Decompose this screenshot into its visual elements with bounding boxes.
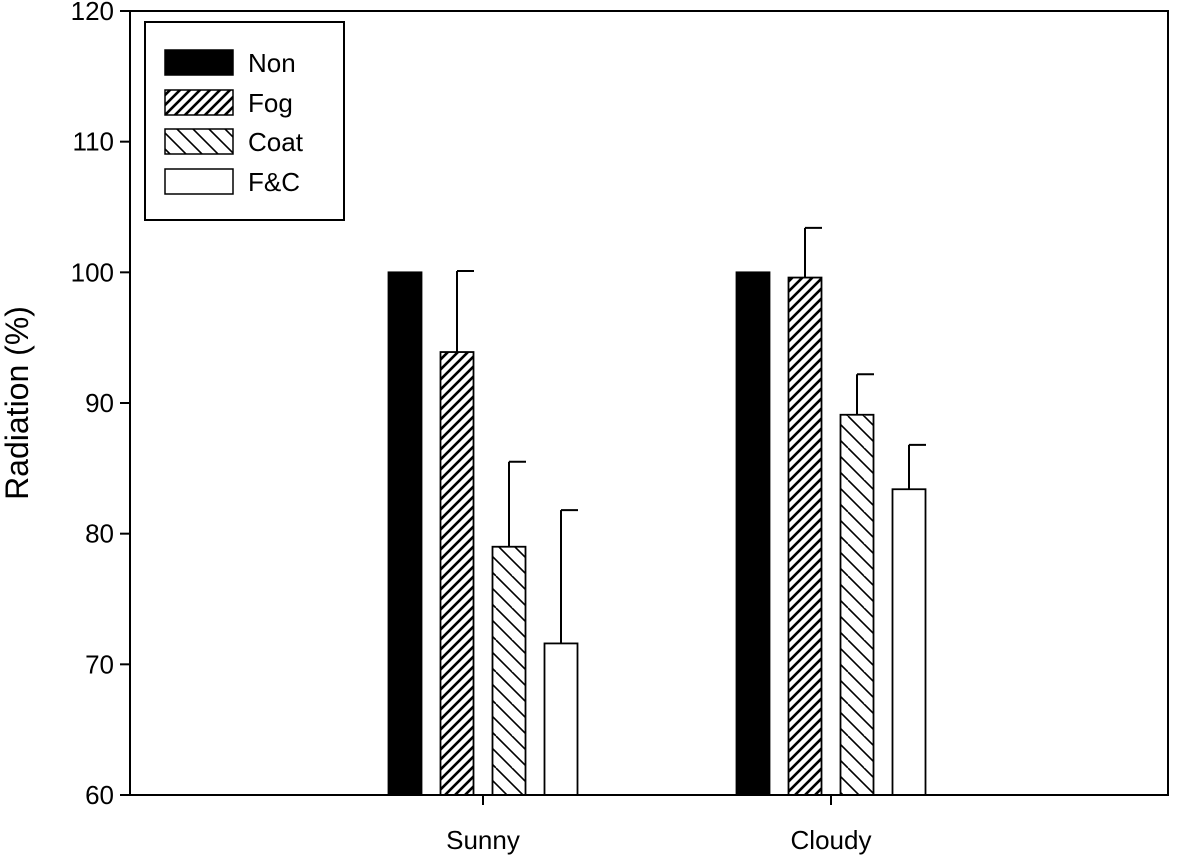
y-axis-title: Radiation (%) xyxy=(0,306,35,500)
bar-fog-sunny xyxy=(439,351,475,796)
bar-coat-sunny xyxy=(491,545,527,796)
y-tick-label: 110 xyxy=(73,127,114,157)
legend-label-fc: F&C xyxy=(248,167,300,197)
bar-fog-cloudy xyxy=(787,276,823,796)
y-tick-label: 90 xyxy=(85,388,114,418)
bar-non-cloudy xyxy=(735,271,771,796)
y-tick-label: 120 xyxy=(71,0,114,26)
legend-label-non: Non xyxy=(248,48,296,78)
y-tick-label: 80 xyxy=(85,519,114,549)
x-category-label: Cloudy xyxy=(791,825,872,855)
bar-fc-sunny xyxy=(543,642,579,796)
y-tick-label: 100 xyxy=(71,257,114,287)
legend-swatch-fog xyxy=(164,89,234,116)
legend-swatch-fc xyxy=(164,168,234,195)
legend-label-fog: Fog xyxy=(248,88,293,118)
plot-frame xyxy=(129,10,1169,796)
bar-coat-cloudy xyxy=(839,413,875,796)
legend: Non Fog Coat F&C xyxy=(144,21,345,221)
legend-label-coat: Coat xyxy=(248,127,304,157)
bar-non-sunny xyxy=(387,271,423,796)
y-tick-label: 70 xyxy=(85,649,114,679)
x-category-label: Sunny xyxy=(446,825,520,855)
bar-fc-cloudy xyxy=(891,488,927,796)
legend-swatch-coat xyxy=(164,128,234,155)
legend-swatch-non xyxy=(164,49,234,76)
y-tick-label: 60 xyxy=(85,780,114,810)
